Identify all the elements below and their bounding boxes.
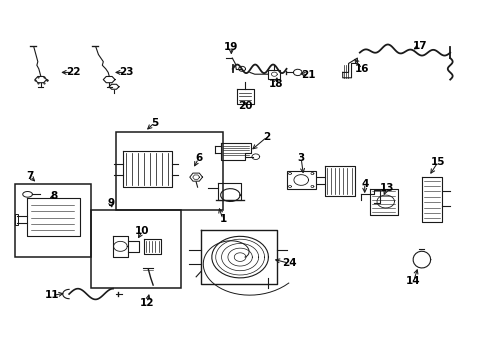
- Text: 13: 13: [379, 183, 394, 193]
- Text: 2: 2: [263, 132, 270, 142]
- Bar: [116, 132, 223, 211]
- Text: 1: 1: [220, 215, 227, 224]
- Text: 3: 3: [297, 153, 305, 163]
- Text: 24: 24: [282, 258, 296, 268]
- Text: 19: 19: [224, 42, 239, 52]
- Text: 7: 7: [26, 171, 34, 181]
- Text: 6: 6: [195, 153, 202, 163]
- Text: 16: 16: [355, 64, 369, 74]
- Text: 15: 15: [431, 157, 445, 167]
- Text: 8: 8: [51, 191, 58, 201]
- Bar: [15, 184, 91, 257]
- Text: 5: 5: [151, 118, 158, 128]
- Bar: [91, 211, 181, 288]
- Text: 4: 4: [361, 179, 368, 189]
- Bar: [269, 70, 280, 78]
- Bar: [287, 171, 316, 189]
- Text: 23: 23: [120, 67, 134, 77]
- Text: 12: 12: [140, 298, 154, 308]
- Text: 21: 21: [301, 70, 316, 80]
- Text: 17: 17: [413, 41, 427, 50]
- Text: 22: 22: [66, 67, 80, 77]
- Text: 10: 10: [135, 226, 149, 236]
- Text: 20: 20: [238, 102, 252, 112]
- Text: 11: 11: [45, 291, 59, 301]
- Text: 18: 18: [269, 79, 283, 89]
- Text: 9: 9: [107, 198, 114, 208]
- Bar: [15, 214, 18, 225]
- Text: 14: 14: [406, 276, 421, 286]
